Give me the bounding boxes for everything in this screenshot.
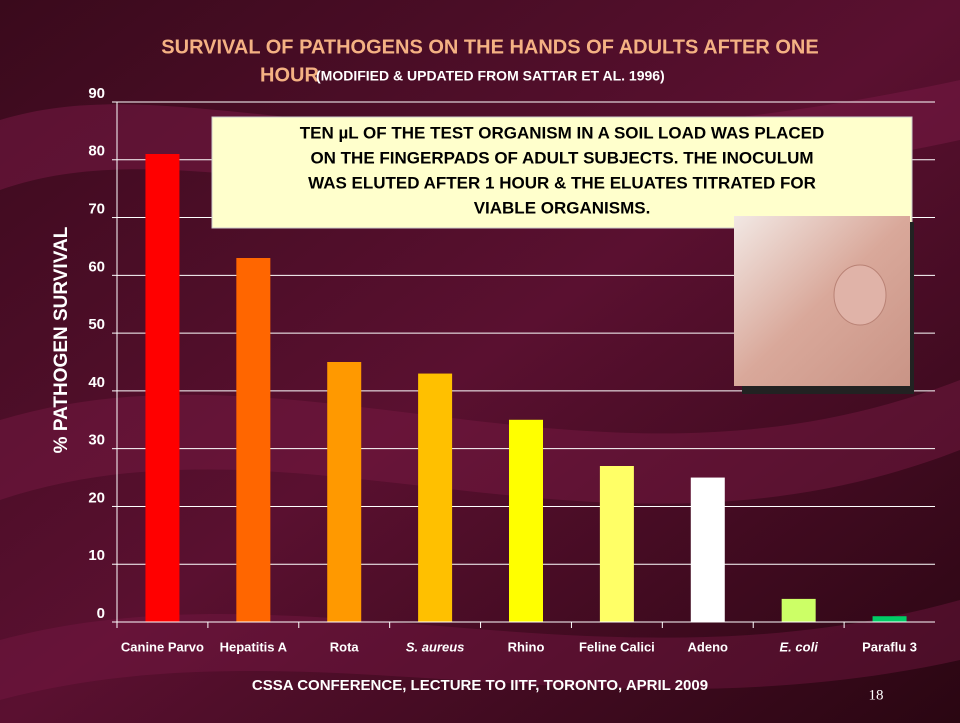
y-tick-label: 0 [97, 605, 105, 622]
y-tick-label: 50 [88, 316, 105, 333]
annotation-line: WAS ELUTED AFTER 1 HOUR & THE ELUATES TI… [308, 173, 816, 192]
x-tick-label: Canine Parvo [121, 639, 204, 654]
footer: CSSA CONFERENCE, LECTURE TO IITF, TORONT… [252, 677, 708, 694]
y-tick-label: 30 [88, 432, 105, 449]
stripe [0, 600, 960, 700]
annotation-line: TEN µL OF THE TEST ORGANISM IN A SOIL LO… [300, 123, 825, 142]
x-tick-label: Adeno [688, 639, 729, 654]
bar [690, 477, 725, 622]
x-tick-label: E. coli [780, 639, 819, 654]
bar [418, 373, 453, 622]
x-tick-label: Rota [330, 639, 360, 654]
x-tick-label: Paraflu 3 [862, 639, 917, 654]
annotation-line: VIABLE ORGANISMS. [474, 198, 651, 217]
bar [145, 154, 180, 622]
y-tick-label: 60 [88, 258, 105, 275]
y-tick-label: 20 [88, 489, 105, 506]
bar [599, 466, 634, 622]
bar [509, 419, 543, 622]
annotation-line: ON THE FINGERPADS OF ADULT SUBJECTS. THE… [310, 148, 813, 167]
y-tick-label: 90 [88, 85, 105, 102]
bar [872, 616, 907, 622]
y-tick-label: 10 [88, 547, 105, 564]
photo-fingertip [833, 264, 887, 326]
bar [327, 362, 362, 622]
bar [236, 258, 271, 622]
title-line2: HOUR [260, 64, 319, 86]
y-tick-label: 40 [88, 374, 105, 391]
x-tick-label: Hepatitis A [220, 639, 288, 654]
bar [781, 598, 816, 622]
x-tick-label: Feline Calici [579, 639, 655, 654]
y-tick-label: 80 [88, 143, 105, 160]
x-tick-label: S. aureus [406, 639, 465, 654]
y-axis-label: % PATHOGEN SURVIVAL [51, 226, 72, 453]
title: SURVIVAL OF PATHOGENS ON THE HANDS OF AD… [161, 36, 818, 58]
subtitle: (MODIFIED & UPDATED FROM SATTAR ET AL. 1… [316, 68, 665, 84]
y-tick-label: 70 [88, 201, 105, 218]
page-number: 18 [869, 687, 884, 703]
x-tick-label: Rhino [508, 639, 545, 654]
annotation-box [211, 116, 913, 229]
